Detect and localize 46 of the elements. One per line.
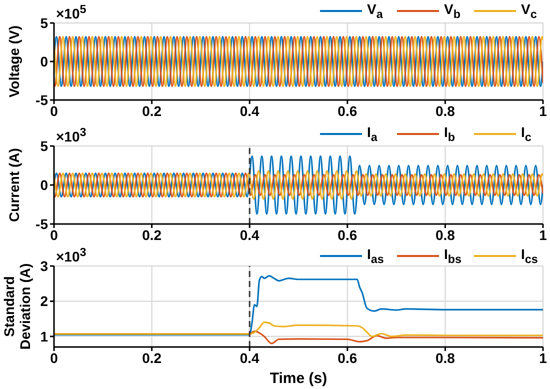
text: ×10$^{3}$ — [56, 246, 86, 265]
x-tick-label: 0 — [50, 102, 58, 119]
text: ×10$^{5}$ — [56, 3, 86, 22]
x-tick-label: 0.8 — [435, 226, 456, 243]
legend-label: V$_{c}$ — [521, 1, 538, 21]
x-tick-label: 0 — [50, 226, 58, 243]
legend-label: I$_{cs}$ — [521, 246, 539, 266]
line-series — [54, 155, 543, 215]
x-tick-label: 0.2 — [142, 350, 162, 366]
x-tick-label: 0.6 — [338, 102, 358, 119]
x-tick-label: 0.4 — [240, 350, 260, 366]
y-tick-label: -5 — [36, 92, 48, 108]
legend-label: I$_{b}$ — [444, 124, 456, 144]
y-tick-label: 0 — [40, 53, 48, 70]
y-tick-label: 5 — [40, 14, 48, 31]
y-axis-title: Current (A) — [6, 148, 22, 222]
x-tick-label: 0.2 — [142, 102, 162, 119]
x-tick-label: 0 — [50, 350, 58, 366]
y-axis-title: Voltage (V) — [6, 25, 22, 98]
text: ×10$^{3}$ — [56, 126, 86, 145]
line-series — [54, 275, 543, 336]
y-tick-label: 5 — [40, 138, 48, 154]
x-tick-label: 0.8 — [435, 350, 456, 366]
line-series — [54, 322, 543, 338]
y-tick-label: 2 — [40, 293, 48, 310]
legend-label: V$_{a}$ — [367, 1, 384, 21]
y-axis-title: Standard Deviation (A) — [1, 263, 33, 350]
y-tick-label: 3 — [40, 258, 48, 274]
x-tick-label: 1 — [539, 102, 548, 119]
x-tick-label: 0.6 — [338, 350, 358, 366]
x-tick-label: 0.8 — [435, 102, 456, 119]
x-axis-title: Time (s) — [270, 370, 328, 387]
x-tick-label: 0.4 — [240, 226, 260, 243]
legend-label: I$_{a}$ — [367, 124, 378, 144]
y-tick-label: 1 — [40, 328, 48, 344]
x-tick-label: 0.4 — [240, 102, 260, 119]
x-tick-label: 0.6 — [338, 226, 358, 243]
legend-label: I$_{c}$ — [521, 124, 532, 144]
x-tick-label: 1 — [539, 226, 548, 243]
legend-label: I$_{as}$ — [367, 246, 385, 266]
x-tick-label: 1 — [539, 350, 548, 366]
legend-label: I$_{bs}$ — [444, 246, 462, 266]
legend-label: V$_{b}$ — [444, 1, 462, 21]
y-tick-label: 0 — [40, 176, 48, 193]
x-tick-label: 0.2 — [142, 226, 162, 243]
y-tick-label: -5 — [36, 216, 48, 232]
